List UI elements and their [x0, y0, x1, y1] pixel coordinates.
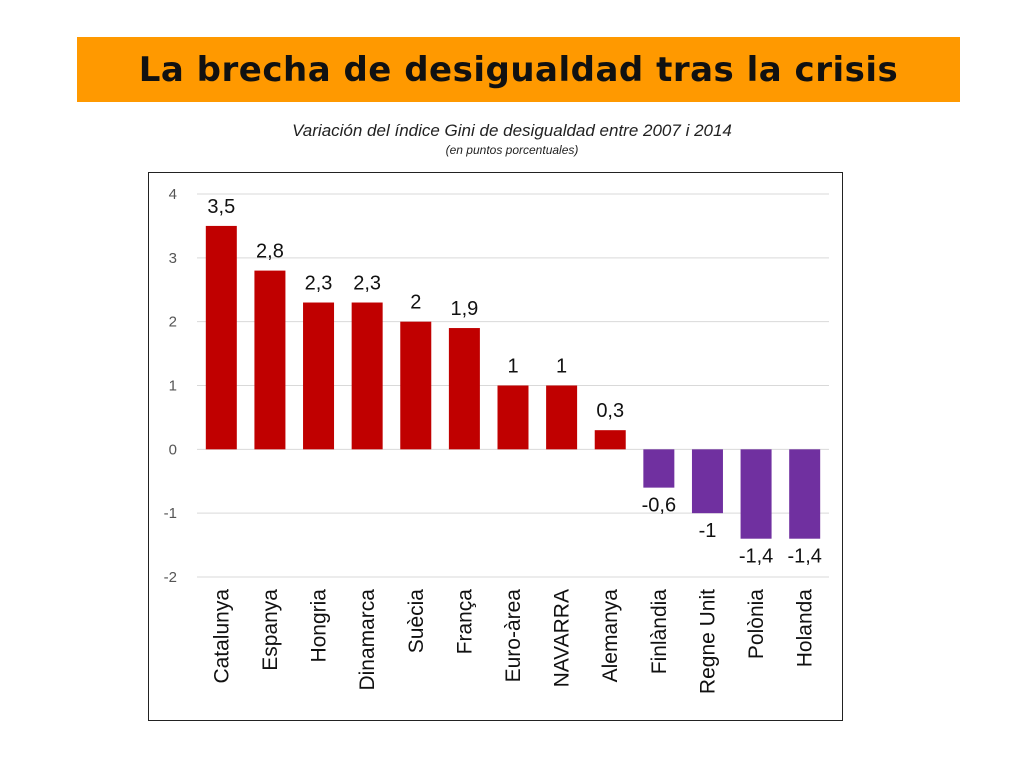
category-label: NAVARRA [551, 589, 574, 687]
data-label: 2,8 [256, 241, 284, 263]
y-tick-label: 3 [169, 250, 177, 267]
chart-note: (en puntos porcentuales) [445, 143, 579, 157]
data-label: 3,5 [207, 196, 235, 218]
y-tick-label: 0 [169, 441, 177, 458]
data-label: 2 [410, 292, 421, 314]
category-label: Polònia [745, 589, 768, 659]
chart-subtitle: Variación del índice Gini de desigualdad… [292, 121, 732, 140]
bar [740, 449, 772, 539]
data-label: 1 [556, 356, 567, 378]
bar [643, 449, 675, 488]
bar-chart: 4 3 2 1 0 -1 -2 3,5 Catalunya 2,8 Espanya 2,3 Hongri… [164, 186, 829, 694]
data-label: -1,4 [787, 546, 821, 568]
bar [546, 385, 578, 450]
bar [303, 302, 335, 450]
data-label: -1,4 [739, 546, 773, 568]
data-label: 1,9 [450, 298, 478, 320]
bar [789, 449, 821, 539]
data-label: 1 [507, 356, 518, 378]
category-label: França [453, 589, 476, 655]
y-tick-label: 1 [169, 378, 177, 395]
category-label: Holanda [794, 589, 817, 668]
data-label: -1 [699, 520, 717, 542]
data-label: 2,3 [305, 273, 333, 295]
bar [205, 225, 237, 450]
category-label: Alemanya [599, 589, 622, 683]
category-label: Dinamarca [356, 589, 379, 691]
bar [691, 449, 723, 514]
bar [497, 385, 529, 450]
chart-frame: 4 3 2 1 0 -1 -2 3,5 Catalunya 2,8 Espanya 2,3 Hongri… [148, 172, 843, 721]
bar [448, 328, 480, 450]
y-tick-label: -2 [164, 569, 177, 586]
data-label: -0,6 [642, 495, 676, 517]
y-tick-label: 2 [169, 314, 177, 331]
title-banner: La brecha de desigualdad tras la crisis [77, 37, 960, 102]
y-tick-label: -1 [164, 505, 177, 522]
category-label: Espanya [259, 589, 282, 671]
bar [400, 321, 432, 450]
bar [351, 302, 383, 450]
data-label: 0,3 [596, 400, 624, 422]
y-tick-label: 4 [169, 186, 177, 203]
category-label: Euro-àrea [502, 589, 525, 683]
page-title: La brecha de desigualdad tras la crisis [138, 49, 899, 90]
category-label: Suècia [405, 589, 428, 654]
data-label: 2,3 [353, 273, 381, 295]
category-label: Hongria [308, 589, 331, 663]
category-label: Finlàndia [648, 589, 671, 675]
bar [254, 270, 286, 450]
bar [594, 430, 626, 450]
category-label: Regne Unit [696, 589, 719, 694]
category-label: Catalunya [210, 589, 233, 684]
